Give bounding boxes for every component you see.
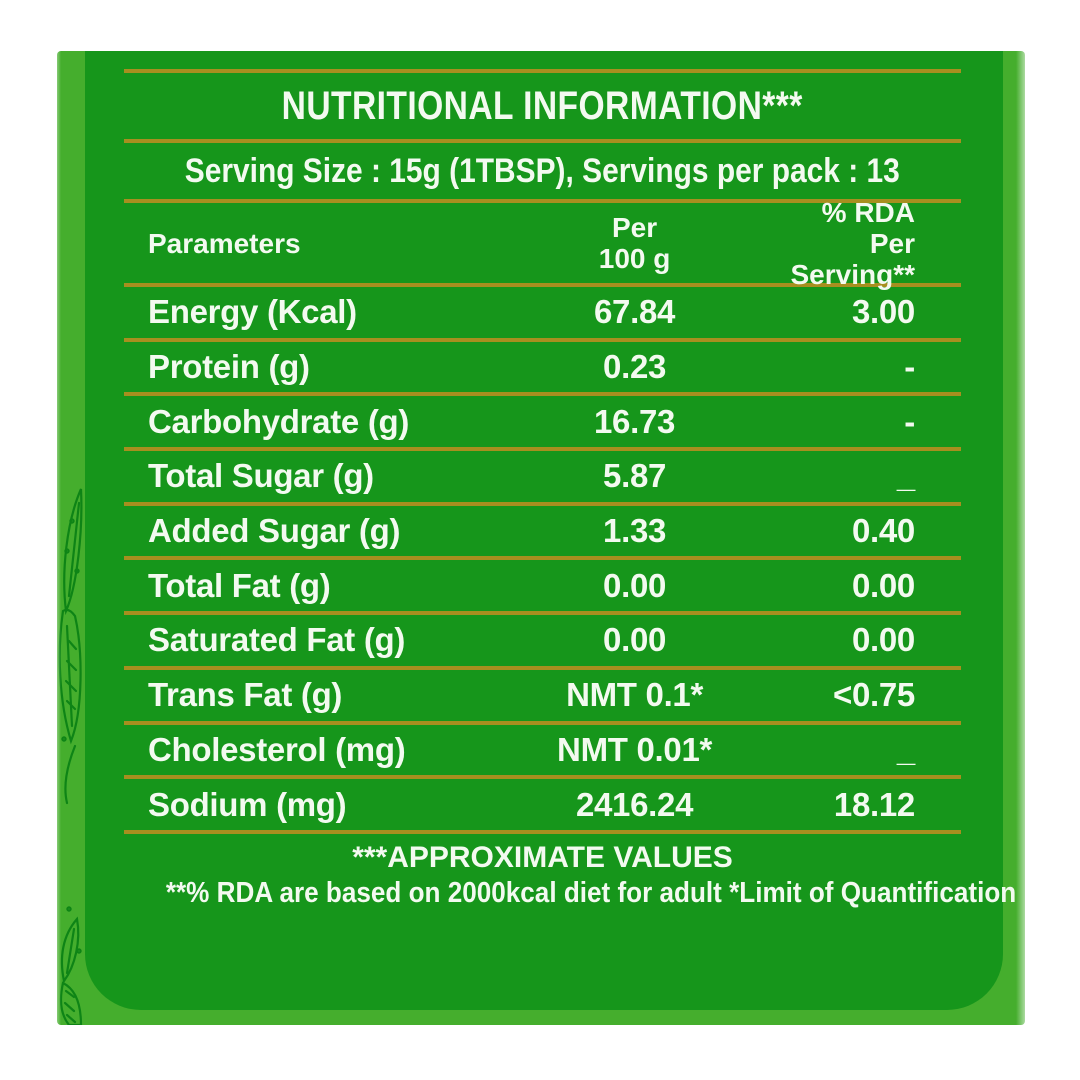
parameter-cell: Added Sugar (g) <box>148 512 401 550</box>
per-100g-cell: NMT 0.1* <box>566 676 704 714</box>
rda-line1: % RDA <box>821 196 915 228</box>
serving-info: Serving Size : 15g (1TBSP), Servings per… <box>124 143 961 203</box>
package-background: NUTRITIONAL INFORMATION*** Serving Size … <box>57 51 1025 1025</box>
rda-cell: 18.12 <box>833 785 915 823</box>
rda-cell: 0.40 <box>851 512 915 550</box>
parameter-cell: Total Fat (g) <box>148 566 331 604</box>
table-title-text: NUTRITIONAL INFORMATION*** <box>281 83 804 128</box>
parameter-cell: Saturated Fat (g) <box>148 621 406 659</box>
rda-cell: 0.00 <box>851 621 915 659</box>
per-100g-cell: 16.73 <box>594 402 676 440</box>
nutrition-table: NUTRITIONAL INFORMATION*** Serving Size … <box>124 69 1017 910</box>
rda-cell: _ <box>896 730 915 768</box>
parameter-cell: Cholesterol (mg) <box>148 730 406 768</box>
table-row: Added Sugar (g) 1.33 0.40 <box>124 506 961 561</box>
parameter-cell: Sodium (mg) <box>148 785 347 823</box>
table-row: Trans Fat (g) NMT 0.1* <0.75 <box>124 670 961 725</box>
table-row: Carbohydrate (g) 16.73 - <box>124 396 961 452</box>
per-100g-cell: 5.87 <box>603 457 667 495</box>
per-100g-cell: 0.00 <box>603 566 667 604</box>
table-row: Energy (Kcal) 67.84 3.00 <box>124 287 961 342</box>
table-row: Total Fat (g) 0.00 0.00 <box>124 560 961 616</box>
parameter-cell: Carbohydrate (g) <box>148 402 410 440</box>
footnote-rda-basis: **% RDA are based on 2000kcal diet for a… <box>165 876 1017 909</box>
table-row: Cholesterol (mg) NMT 0.01* _ <box>124 725 961 780</box>
per-100g-cell: 67.84 <box>594 293 676 331</box>
table-row: Protein (g) 0.23 - <box>124 342 961 397</box>
footnotes: ***APPROXIMATE VALUES **% RDA are based … <box>124 840 1017 910</box>
serving-info-text: Serving Size : 15g (1TBSP), Servings per… <box>184 151 900 190</box>
table-row: Sodium (mg) 2416.24 18.12 <box>124 779 961 834</box>
per-100g-cell: 2416.24 <box>575 785 694 823</box>
table-header-row: Parameters Per 100 g % RDA Per Serving** <box>124 197 961 290</box>
rda-cell: 3.00 <box>851 293 915 331</box>
column-header-parameters: Parameters <box>148 227 301 259</box>
table-row: Saturated Fat (g) 0.00 0.00 <box>124 615 961 670</box>
rda-cell: - <box>904 402 915 440</box>
per-100g-line1: Per <box>611 212 658 243</box>
per-100g-cell: 0.23 <box>603 348 667 386</box>
per-100g-cell: 1.33 <box>603 512 667 550</box>
table-row: Total Sugar (g) 5.87 _ <box>124 451 961 506</box>
parameter-cell: Total Sugar (g) <box>148 457 374 495</box>
leaf-line-art <box>58 488 83 1025</box>
rda-line2: Per Serving** <box>790 227 915 290</box>
parameter-cell: Protein (g) <box>148 348 310 386</box>
parameter-cell: Energy (Kcal) <box>148 293 357 331</box>
column-header-per-100g: Per 100 g <box>517 212 751 274</box>
parameter-cell: Trans Fat (g) <box>148 676 343 714</box>
per-100g-cell: 0.00 <box>603 621 667 659</box>
nutrition-panel: NUTRITIONAL INFORMATION*** Serving Size … <box>85 51 1017 1010</box>
rda-cell: 0.00 <box>851 566 915 604</box>
per-100g-line2: 100 g <box>598 243 671 274</box>
rda-cell: _ <box>896 457 915 495</box>
footnote-approximate-values: ***APPROXIMATE VALUES <box>352 840 733 874</box>
rda-cell: - <box>904 348 915 386</box>
rda-cell: <0.75 <box>832 676 915 714</box>
column-header-rda: % RDA Per Serving** <box>752 197 961 290</box>
table-title: NUTRITIONAL INFORMATION*** <box>124 73 961 143</box>
per-100g-cell: NMT 0.01* <box>557 730 713 768</box>
